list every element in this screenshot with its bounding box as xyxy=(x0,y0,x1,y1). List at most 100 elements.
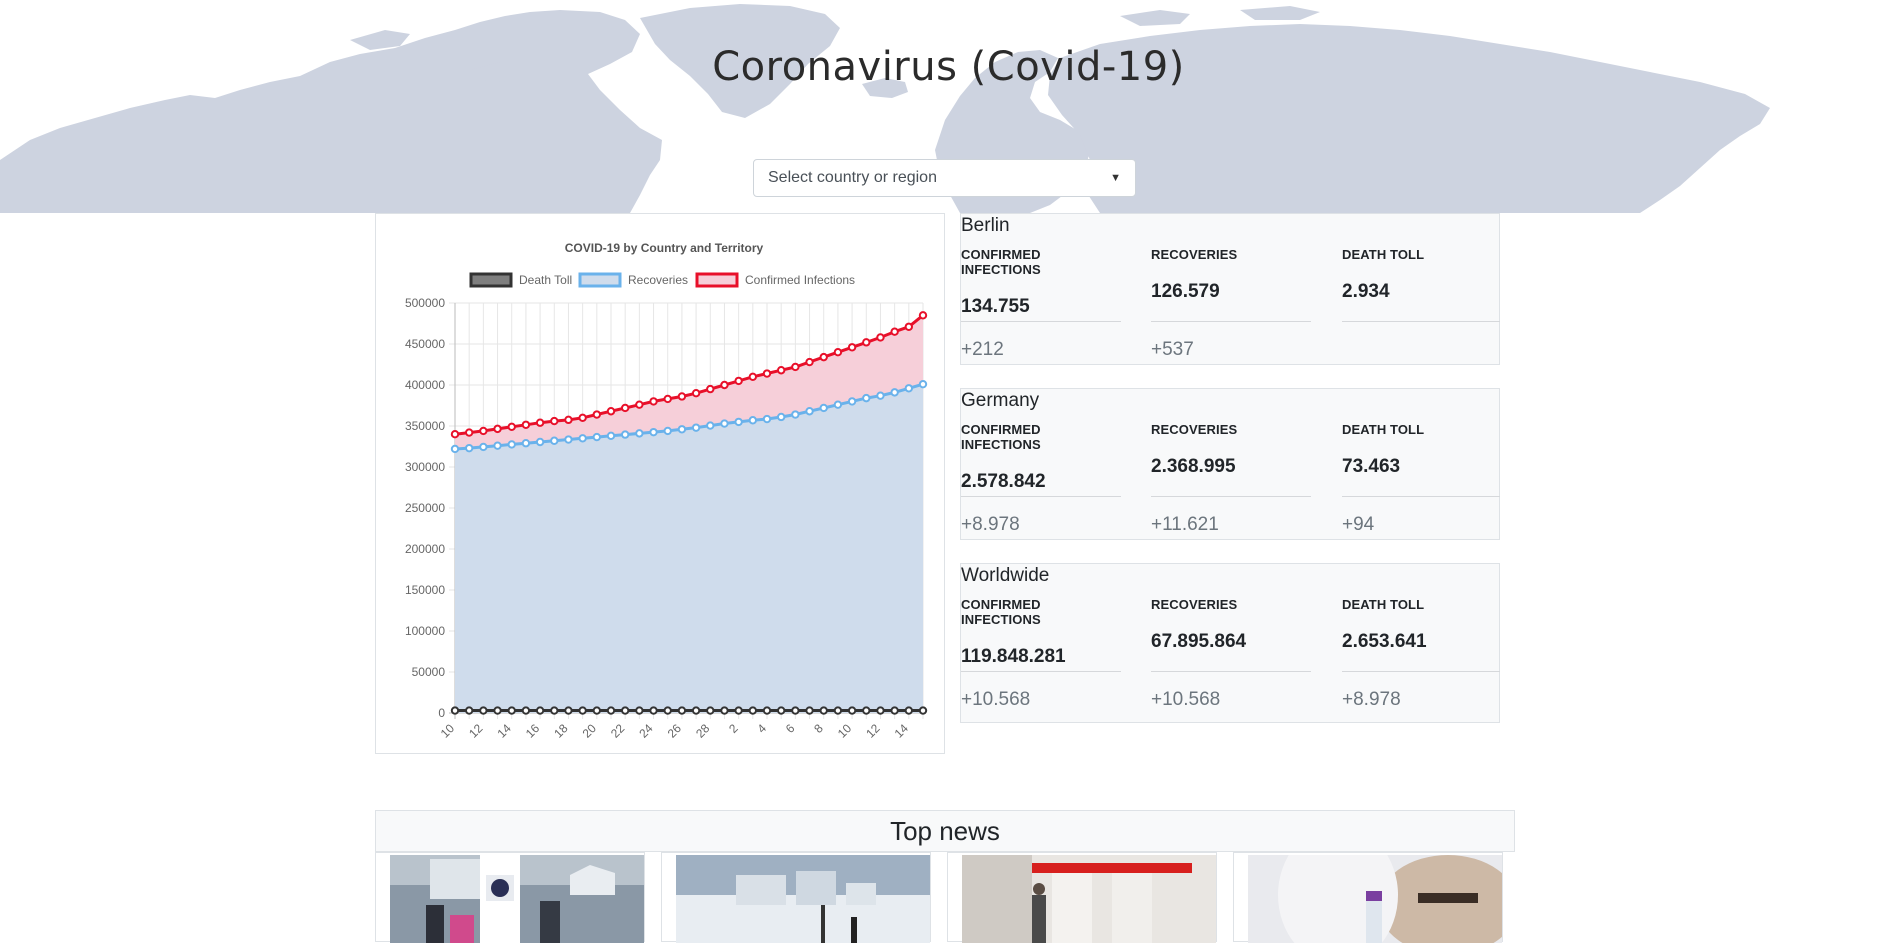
death-toll-point xyxy=(776,706,786,715)
y-tick-label: 0 xyxy=(438,706,445,720)
stat-value: 126.579 xyxy=(1151,281,1220,302)
y-tick-label: 100000 xyxy=(405,624,445,638)
chart-legend: Death Toll Recoveries Confirmed Infections xyxy=(469,272,855,288)
recoveries-point xyxy=(819,403,828,413)
death-toll-point xyxy=(805,706,814,715)
stat-divider xyxy=(1151,496,1311,497)
x-tick-label: 18 xyxy=(551,721,571,741)
y-tick-label: 250000 xyxy=(405,501,445,515)
death-toll-point xyxy=(493,706,502,715)
news-card[interactable] xyxy=(661,852,931,943)
stat-column: DEATH TOLL 2.934 xyxy=(1342,247,1502,303)
recoveries-point xyxy=(691,423,701,432)
death-toll-point xyxy=(748,706,758,715)
confirmed-infections-point xyxy=(862,338,871,347)
stat-divider xyxy=(961,496,1121,497)
death-toll-point xyxy=(677,706,687,715)
stat-delta: +10.568 xyxy=(961,689,1031,710)
x-tick-label: 14 xyxy=(495,721,515,741)
death-toll-point xyxy=(691,706,701,715)
y-tick-label: 200000 xyxy=(405,542,445,556)
legend-label: Death Toll xyxy=(519,273,572,287)
stat-delta: +212 xyxy=(961,339,1004,360)
x-tick-label: 8 xyxy=(811,721,826,736)
stat-label: CONFIRMED INFECTIONS xyxy=(961,247,1041,277)
death-toll-point xyxy=(720,706,729,715)
stat-label: CONFIRMED INFECTIONS xyxy=(961,597,1041,627)
death-toll-point xyxy=(833,706,843,715)
stat-divider xyxy=(1342,671,1500,672)
x-tick-label: 14 xyxy=(892,721,912,741)
confirmed-infections-point xyxy=(493,424,502,434)
death-toll-point xyxy=(876,706,885,715)
death-toll-point xyxy=(635,706,644,715)
recoveries-area xyxy=(455,384,923,713)
recoveries-point xyxy=(918,379,928,389)
stat-divider xyxy=(961,321,1121,322)
top-news-header: Top news xyxy=(375,810,1515,852)
x-tick-label: 24 xyxy=(636,721,656,741)
recoveries-point xyxy=(620,430,630,439)
country-select[interactable]: Select country or region ▼ xyxy=(753,159,1136,197)
y-axis-ticks: 0 50000 100000 150000 200000 250000 300000 3500… xyxy=(405,296,445,720)
x-tick-label: 10 xyxy=(438,721,458,741)
x-tick-label: 20 xyxy=(580,721,600,741)
vaccine-vial-glove-photo[interactable] xyxy=(1248,855,1502,943)
death-toll-point xyxy=(550,706,559,715)
x-tick-label: 16 xyxy=(523,721,543,741)
news-card[interactable] xyxy=(375,852,645,943)
legend-swatch xyxy=(695,272,739,288)
confirmed-infections-point xyxy=(805,357,814,367)
death-toll-point xyxy=(578,706,587,715)
recoveries-point xyxy=(578,434,587,443)
death-toll-point xyxy=(918,706,928,715)
legend-swatch xyxy=(469,272,513,288)
confirmed-infections-point xyxy=(918,311,928,320)
news-card[interactable] xyxy=(1233,852,1503,943)
death-toll-point xyxy=(890,706,899,715)
stat-label: CONFIRMED INFECTIONS xyxy=(961,422,1041,452)
confirmed-infections-point xyxy=(706,384,715,394)
x-tick-label: 22 xyxy=(608,721,628,741)
death-toll-point xyxy=(734,706,743,715)
chart-title: COVID-19 by Country and Territory xyxy=(565,241,764,255)
death-toll-point xyxy=(507,706,516,715)
death-toll-point xyxy=(862,706,871,715)
x-tick-label: 10 xyxy=(835,721,855,741)
death-toll-point xyxy=(706,706,715,715)
stat-value: 2.934 xyxy=(1342,281,1390,302)
recoveries-point xyxy=(776,412,786,422)
stat-delta: +11.621 xyxy=(1151,514,1219,535)
x-tick-label: 2 xyxy=(726,721,741,736)
legend-label: Confirmed Infections xyxy=(745,273,855,287)
y-tick-label: 50000 xyxy=(412,665,446,679)
stat-delta: +537 xyxy=(1151,339,1194,360)
news-card[interactable] xyxy=(947,852,1217,943)
recoveries-point xyxy=(592,432,602,442)
stat-column: RECOVERIES 2.368.995 xyxy=(1151,422,1311,478)
death-toll-point xyxy=(535,706,545,715)
x-tick-label: 12 xyxy=(863,721,883,741)
confirmed-infections-point xyxy=(521,420,531,429)
stat-divider xyxy=(1151,671,1311,672)
death-toll-point xyxy=(464,706,474,715)
covid-line-chart: COVID-19 by Country and Territory Death … xyxy=(405,241,928,741)
stat-column: RECOVERIES 67.895.864 xyxy=(1151,597,1311,653)
stat-card-worldwide: Worldwide CONFIRMED INFECTIONS 119.848.281… xyxy=(960,563,1500,723)
confirmed-infections-line xyxy=(454,314,924,436)
y-tick-label: 500000 xyxy=(405,296,445,310)
stat-card-germany: Germany CONFIRMED INFECTIONS 2.578.842 +8.9… xyxy=(960,388,1500,540)
confirmed-infections-point xyxy=(578,413,587,423)
stat-delta: +8.978 xyxy=(961,514,1020,535)
stat-label: RECOVERIES xyxy=(1151,597,1238,612)
stat-column: CONFIRMED INFECTIONS 2.578.842 xyxy=(961,422,1121,493)
death-toll-point xyxy=(649,706,658,715)
x-tick-label: 28 xyxy=(693,721,713,741)
recoveries-point xyxy=(663,426,672,436)
stat-delta: +10.568 xyxy=(1151,689,1221,710)
vaccination-center-hall-photo[interactable] xyxy=(962,855,1216,943)
recoveries-point xyxy=(847,397,857,406)
stat-column: CONFIRMED INFECTIONS 119.848.281 xyxy=(961,597,1121,668)
confirmed-infections-point xyxy=(606,407,616,416)
recoveries-point xyxy=(564,435,573,444)
